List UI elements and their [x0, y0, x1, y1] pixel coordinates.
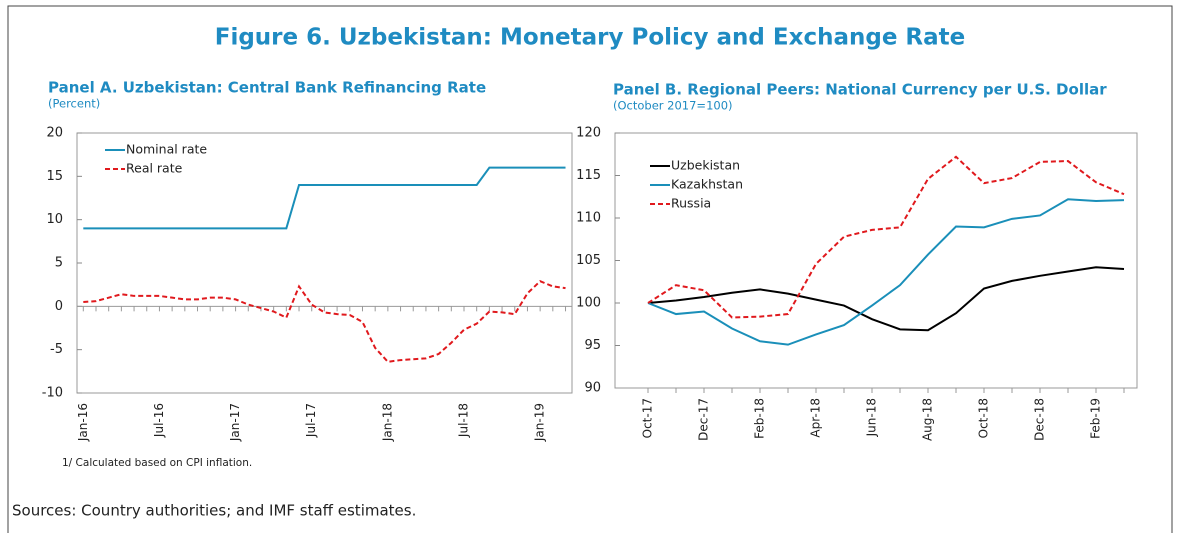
x-tick-label: Feb-18 [753, 398, 767, 439]
y-tick-label: 90 [584, 381, 601, 396]
line-series [647, 266, 1125, 332]
frame [7, 5, 1173, 537]
x-tick-label: Jan-16 [76, 403, 90, 442]
line-series [647, 198, 1125, 346]
line-series [83, 280, 566, 363]
x-tick-label: Apr-18 [809, 398, 823, 438]
legend-label: Real rate [126, 161, 183, 176]
y-tick-label: 100 [576, 296, 601, 311]
y-tick-label: 0 [55, 299, 63, 314]
figure-title: Figure 6. Uzbekistan: Monetary Policy an… [215, 25, 966, 51]
x-tick-label: Jan-19 [533, 403, 547, 442]
panel-title: Panel A. Uzbekistan: Central Bank Refina… [48, 79, 486, 97]
x-tick-label: Aug-18 [921, 398, 935, 441]
x-tick-label: Oct-18 [977, 398, 991, 438]
sources: Sources: Country authorities; and IMF st… [12, 502, 416, 520]
y-tick-label: 120 [576, 126, 601, 141]
y-tick-label: 20 [46, 126, 63, 141]
panel-subtitle: (Percent) [48, 97, 100, 111]
x-tick-label: Dec-17 [697, 398, 711, 441]
legend-label: Uzbekistan [671, 158, 740, 173]
y-tick-label: -5 [50, 342, 63, 357]
y-tick-label: 105 [576, 253, 601, 268]
line-series [647, 155, 1125, 319]
y-tick-label: 95 [584, 338, 601, 353]
panel-title: Panel B. Regional Peers: National Curren… [613, 81, 1107, 99]
legend-label: Russia [671, 196, 711, 211]
y-tick-label: -10 [42, 386, 63, 401]
y-tick-label: 5 [55, 256, 63, 271]
x-tick-label: Feb-19 [1089, 398, 1103, 439]
x-tick-label: Oct-17 [641, 398, 655, 438]
line-series [83, 166, 566, 230]
y-tick-label: 15 [46, 169, 63, 184]
y-tick-label: 10 [46, 212, 63, 227]
x-tick-label: Jan-17 [228, 403, 242, 442]
x-tick-label: Jun-18 [865, 398, 879, 437]
y-tick-label: 115 [576, 168, 601, 183]
panel-subtitle: (October 2017=100) [613, 99, 733, 113]
x-tick-label: Jan-18 [380, 403, 394, 442]
x-tick-label: Dec-18 [1033, 398, 1047, 441]
footnote: 1/ Calculated based on CPI inflation. [62, 457, 252, 469]
x-tick-label: Jul-17 [304, 403, 318, 438]
x-tick-label: Jul-18 [457, 403, 471, 438]
x-tick-label: Jul-16 [152, 403, 166, 438]
legend-label: Nominal rate [126, 142, 207, 157]
legend-label: Kazakhstan [671, 177, 743, 192]
y-tick-label: 110 [576, 211, 601, 226]
